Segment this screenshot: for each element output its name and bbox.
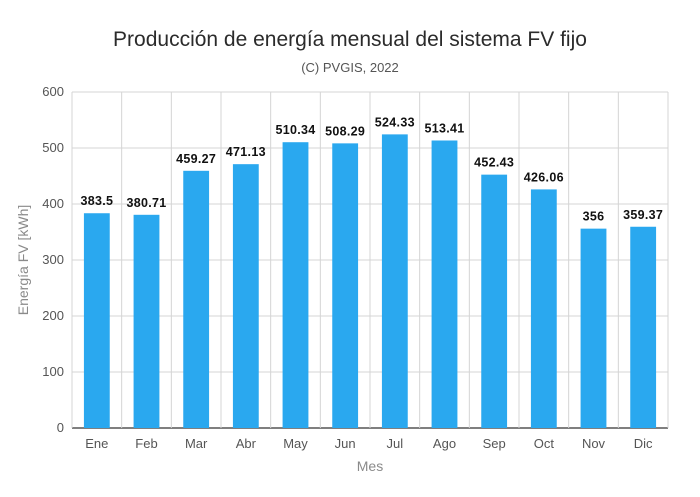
bar-mar [183,170,210,428]
data-label: 426.06 [524,170,564,184]
x-tick-label: Feb [135,436,157,451]
bar-ene [83,213,110,428]
y-tick-label: 200 [42,308,64,323]
data-label: 359.37 [623,208,663,222]
x-tick-label: Jul [387,436,404,451]
data-label: 508.29 [325,124,365,138]
chart-title: Producción de energía mensual del sistem… [113,28,587,51]
bar-may [282,142,309,428]
data-labels: 383.5 380.71 459.27 471.13 510.34 508.29 524.3… [80,115,663,224]
bars [83,134,657,429]
x-tick-labels: Ene Feb Mar Abr May Jun Jul Ago Sep Oct Nov Dic [85,436,653,451]
data-label: 510.34 [275,123,315,137]
bar-nov [580,228,607,428]
bar-dic [630,226,657,428]
x-tick-label: May [283,436,308,451]
x-tick-label: Jun [335,436,356,451]
data-label: 356 [583,210,605,224]
data-label: 459.27 [176,152,216,166]
data-label: 383.5 [80,194,113,208]
chart-subtitle: (C) PVGIS, 2022 [301,60,399,75]
y-tick-label: 500 [42,140,64,155]
x-axis-label: Mes [357,458,383,474]
bar-ago [431,140,458,428]
y-tick-label: 300 [42,252,64,267]
x-tick-label: Ene [85,436,108,451]
bar-jul [381,134,408,429]
y-tick-label: 0 [57,420,64,435]
x-tick-label: Dic [634,436,653,451]
gridlines [71,91,669,429]
y-tick-label: 100 [42,364,64,379]
x-tick-label: Ago [433,436,456,451]
x-tick-label: Mar [185,436,208,451]
y-tick-labels: 0 100 200 300 400 500 600 [42,84,64,435]
y-tick-label: 400 [42,196,64,211]
y-axis-label: Energía FV [kWh] [15,205,31,315]
data-label: 513.41 [424,121,464,135]
x-tick-label: Sep [483,436,506,451]
bar-abr [232,164,259,428]
bar-jun [332,143,359,428]
bar-oct [530,189,557,428]
x-tick-label: Abr [236,436,257,451]
x-tick-label: Nov [582,436,606,451]
data-label: 452.43 [474,156,514,170]
x-tick-label: Oct [534,436,555,451]
y-tick-label: 600 [42,84,64,99]
bar-feb [133,214,160,428]
data-label: 380.71 [126,196,166,210]
data-label: 524.33 [375,115,415,129]
data-label: 471.13 [226,145,266,159]
bar-sep [481,174,508,428]
